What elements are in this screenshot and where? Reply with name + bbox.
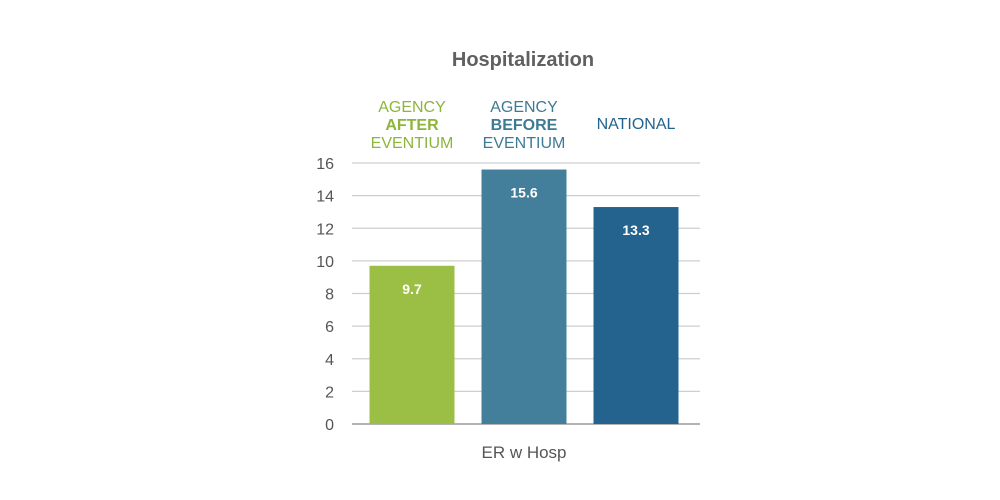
- y-tick-label: 4: [325, 352, 334, 369]
- y-tick-label: 2: [325, 384, 334, 401]
- y-tick-label: 10: [316, 254, 334, 271]
- legend: AGENCYAFTEREVENTIUMAGENCYBEFOREEVENTIUMN…: [371, 99, 676, 152]
- bar-series-2: [593, 207, 679, 424]
- chart-title: Hospitalization: [452, 49, 594, 71]
- legend-label-line: AGENCY: [378, 99, 446, 116]
- legend-label-line: EVENTIUM: [371, 135, 454, 152]
- y-tick-label: 12: [316, 221, 334, 238]
- y-tick-label: 16: [316, 156, 334, 173]
- legend-label-line: BEFORE: [491, 117, 558, 134]
- y-axis-ticks: 0 2 4 6 8 10 12 14 16: [316, 156, 334, 434]
- x-axis-label: ER w Hosp: [481, 443, 566, 462]
- y-tick-label: 14: [316, 189, 334, 206]
- bar-series-1: [481, 169, 567, 424]
- y-tick-label: 6: [325, 319, 334, 336]
- legend-label-line: EVENTIUM: [483, 135, 566, 152]
- bar-value-label: 13.3: [622, 222, 649, 238]
- bar-value-label: 15.6: [510, 185, 537, 201]
- y-tick-label: 8: [325, 287, 334, 304]
- legend-label-line: NATIONAL: [597, 116, 676, 133]
- bar-value-label: 9.7: [402, 281, 422, 297]
- legend-label-line: AFTER: [385, 117, 439, 134]
- bars: 9.7 15.6 13.3: [369, 169, 679, 424]
- bar-series-0: [369, 265, 455, 424]
- legend-label-line: AGENCY: [490, 99, 558, 116]
- y-tick-label: 0: [325, 417, 334, 434]
